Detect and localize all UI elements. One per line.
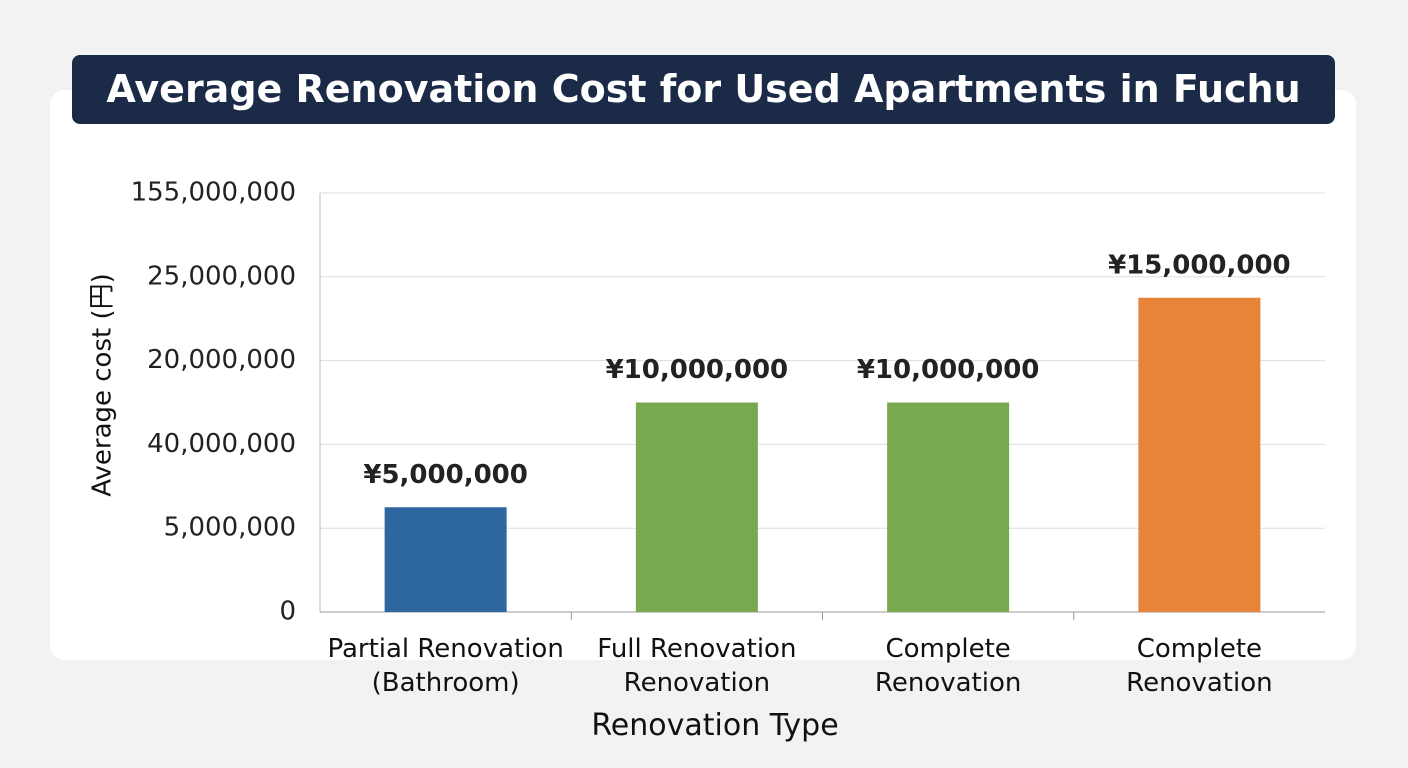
bar bbox=[1138, 297, 1261, 612]
x-axis-label: Renovation Type bbox=[591, 708, 839, 743]
y-tick-label: 155,000,000 bbox=[131, 178, 296, 208]
x-tick-label: Partial Renovation (Bathroom) bbox=[327, 634, 564, 698]
data-label: ¥5,000,000 bbox=[363, 460, 527, 490]
x-tick-label: Complete Renovation bbox=[1126, 634, 1273, 698]
data-label: ¥10,000,000 bbox=[606, 355, 789, 385]
data-label: ¥10,000,000 bbox=[857, 355, 1040, 385]
bar bbox=[635, 402, 758, 612]
chart-title: Average Renovation Cost for Used Apartme… bbox=[72, 55, 1335, 180]
bar bbox=[384, 507, 507, 612]
bar bbox=[887, 402, 1010, 612]
y-tick-label: 5,000,000 bbox=[164, 513, 296, 543]
y-tick-label: 40,000,000 bbox=[147, 429, 296, 459]
y-tick-label: 0 bbox=[279, 597, 296, 627]
y-tick-label: 25,000,000 bbox=[147, 261, 296, 291]
y-tick-label: 20,000,000 bbox=[147, 345, 296, 375]
x-tick-label: Full Renovation Renovation bbox=[597, 634, 797, 698]
data-label: ¥15,000,000 bbox=[1108, 250, 1291, 280]
x-tick-label: Complete Renovation bbox=[874, 634, 1022, 698]
y-axis-label: Average cost (円) bbox=[87, 273, 118, 497]
